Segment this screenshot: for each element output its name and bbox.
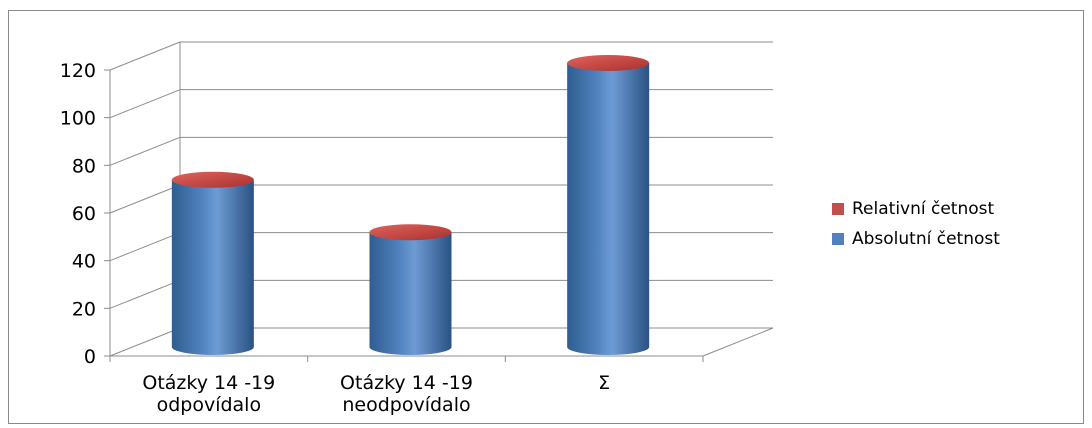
gridline-side-0: [109, 327, 181, 357]
gridline-side-120: [109, 41, 181, 71]
x-tick-label-line-0-1: odpovídalo: [157, 394, 262, 416]
legend-label-relative: Relativní četnost: [852, 199, 995, 219]
x-tick-label-line-0-0: Otázky 14 -19: [142, 372, 275, 394]
legend: Relativní četnost Absolutní četnost: [832, 194, 1000, 254]
y-tick-label-120: 120: [60, 60, 96, 82]
bar-cap-2: [567, 55, 650, 71]
gridline-side-20: [109, 279, 181, 309]
y-tick-label-60: 60: [72, 203, 96, 225]
y-tick-label-40: 40: [72, 251, 96, 273]
legend-swatch-relative: [832, 203, 844, 215]
gridline-side-60: [109, 184, 181, 214]
y-tick-label-80: 80: [72, 155, 96, 177]
y-tick-label-100: 100: [60, 108, 96, 130]
legend-item-relative: Relativní četnost: [832, 194, 1000, 224]
floor-right-edge: [702, 327, 774, 357]
legend-label-absolute: Absolutní četnost: [852, 229, 1000, 249]
x-tick-label-1: Otázky 14 -19 neodpovídalo: [340, 372, 473, 416]
chart-walls: [109, 41, 774, 357]
gridline-side-40: [109, 232, 181, 262]
axes: [104, 69, 704, 362]
x-tick-label-line-2-0: Σ: [598, 372, 610, 394]
x-tick-label-2: Σ: [598, 372, 610, 394]
y-tick-label-0: 0: [84, 346, 96, 368]
y-tick-label-20: 20: [72, 298, 96, 320]
bar-body-2: [567, 63, 650, 355]
legend-item-absolute: Absolutní četnost: [832, 224, 1000, 254]
bar-0: [171, 171, 254, 355]
gridline-side-80: [109, 136, 181, 166]
bar-cap-1: [369, 224, 452, 241]
legend-swatch-absolute: [832, 233, 844, 245]
bar-body-1: [369, 232, 452, 355]
bar-2: [567, 55, 650, 355]
bars: [171, 55, 650, 355]
x-tick-label-line-1-0: Otázky 14 -19: [340, 372, 473, 394]
x-tick-label-0: Otázky 14 -19 odpovídalo: [142, 372, 275, 416]
bar-1: [369, 224, 452, 355]
bar-body-0: [171, 179, 254, 355]
bar-cap-0: [171, 171, 254, 188]
x-tick-label-line-1-1: neodpovídalo: [342, 394, 470, 416]
gridline-side-100: [109, 89, 181, 119]
